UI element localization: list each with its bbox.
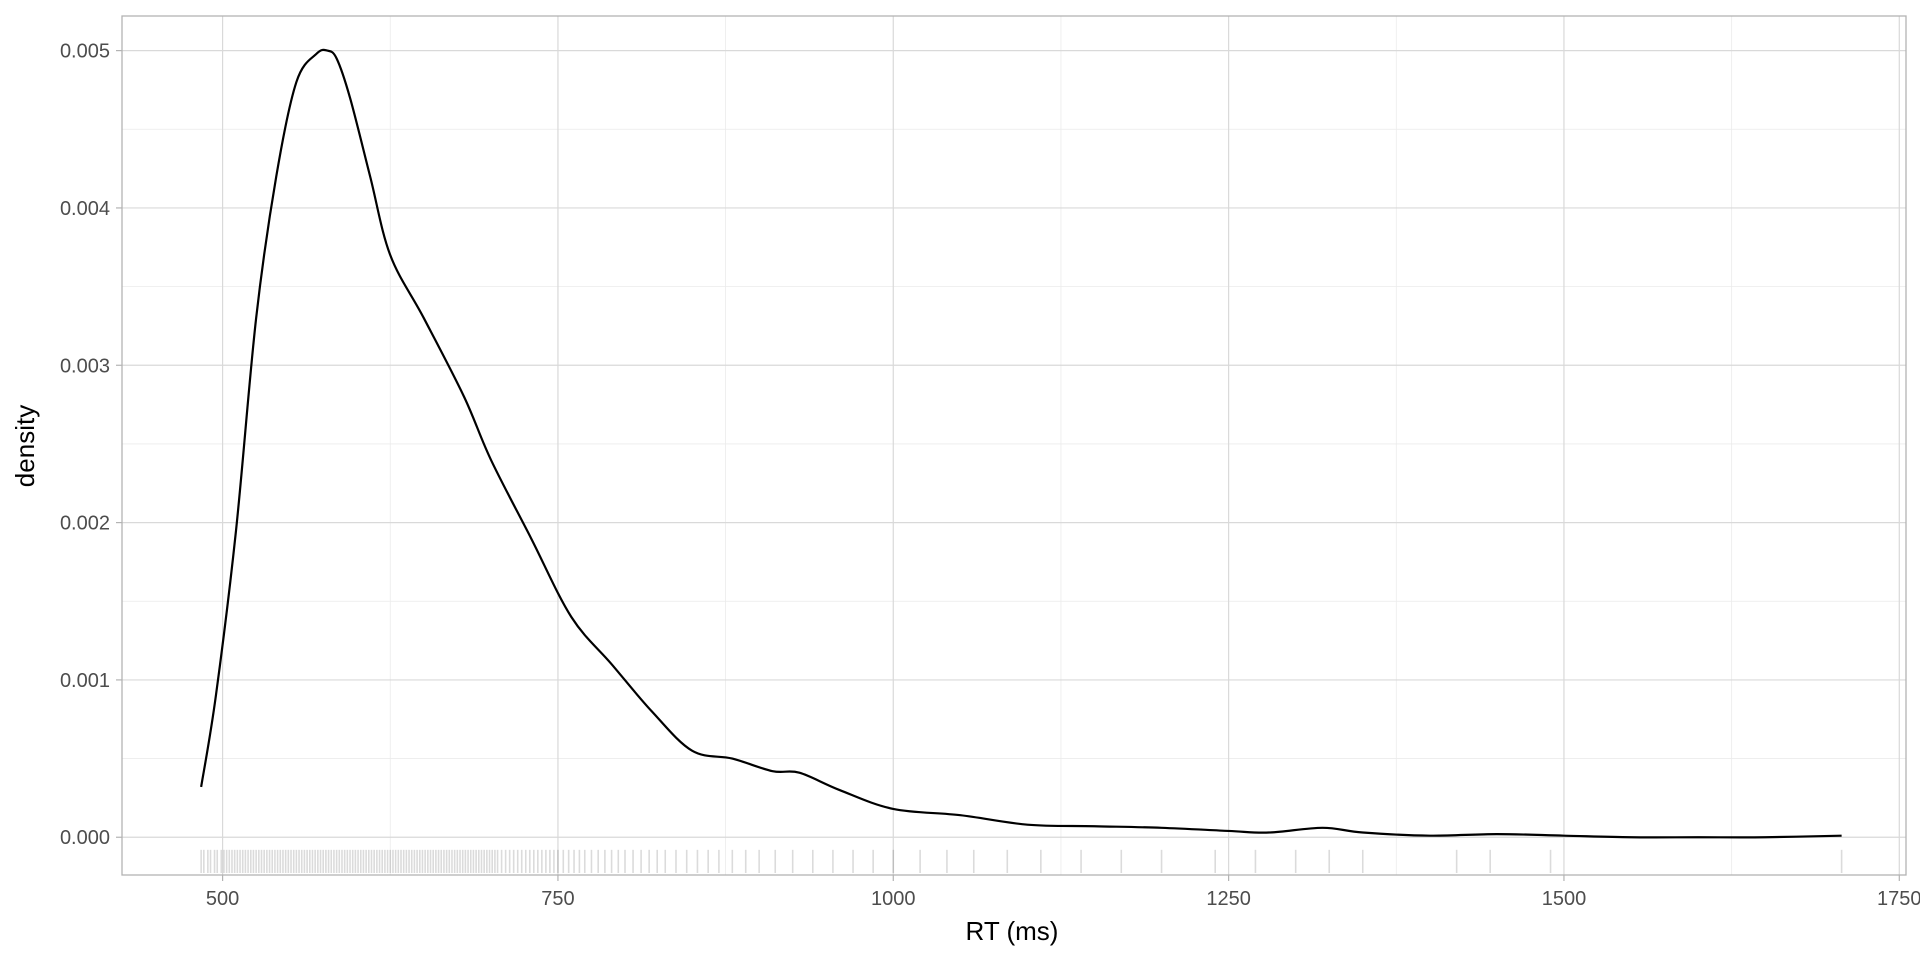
rug-marks — [200, 849, 1843, 873]
x-axis-title: RT (ms) — [966, 916, 1059, 946]
y-tick-label: 0.005 — [60, 41, 110, 63]
plot-border — [121, 15, 1907, 876]
x-tick-label: 1750 — [1877, 888, 1920, 910]
x-tick-label: 1500 — [1542, 888, 1587, 910]
y-axis-title: density — [10, 405, 40, 487]
x-tick-label: 500 — [206, 888, 239, 910]
x-tick-label: 750 — [541, 888, 574, 910]
x-tick-label: 1000 — [871, 888, 916, 910]
density-curve — [200, 48, 1842, 839]
y-axis-ticks: 0.000 0.001 0.002 0.003 0.004 0.005 — [60, 41, 122, 849]
y-tick-label: 0.001 — [60, 670, 110, 692]
y-tick-label: 0.002 — [60, 513, 110, 535]
y-tick-label: 0.003 — [60, 355, 110, 377]
plot-panel — [121, 15, 1907, 876]
x-axis-ticks: 500 750 1000 1250 1500 1750 — [206, 875, 1920, 910]
x-tick-label: 1250 — [1206, 888, 1251, 910]
minor-gridlines — [122, 16, 1906, 875]
plot-background — [122, 16, 1906, 875]
y-tick-label: 0.000 — [60, 827, 110, 849]
major-gridlines — [122, 16, 1906, 875]
y-tick-label: 0.004 — [60, 198, 110, 220]
